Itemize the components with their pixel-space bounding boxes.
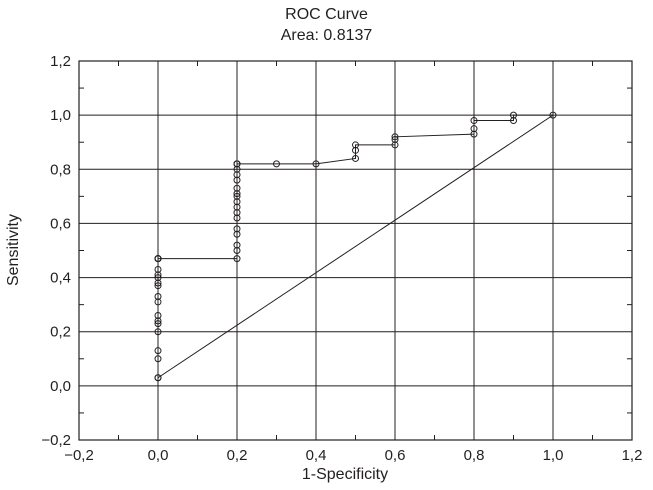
roc-data-point — [233, 247, 241, 254]
roc-data-point — [233, 203, 241, 211]
roc-data-point — [154, 279, 162, 287]
y-tick-label: 0,8 — [50, 161, 71, 178]
roc-data-point — [154, 347, 162, 355]
roc-data-point — [233, 230, 241, 238]
roc-data-point — [233, 255, 241, 263]
y-tick-label: 1,0 — [50, 107, 71, 124]
plot-frame — [78, 60, 633, 441]
chart-title: ROC Curve — [285, 6, 368, 23]
chart-subtitle: Area: 0.8137 — [280, 27, 373, 44]
x-tick-label: 0,8 — [464, 447, 485, 464]
roc-data-point — [233, 192, 241, 200]
roc-data-point — [312, 160, 320, 168]
x-tick-label: 0,4 — [306, 447, 327, 464]
roc-data-point — [154, 311, 162, 319]
roc-data-point — [510, 117, 517, 125]
roc-data-point — [391, 141, 399, 149]
roc-data-point — [154, 298, 162, 306]
roc-data-point — [154, 328, 162, 336]
roc-data-point — [233, 176, 241, 184]
roc-data-point — [154, 274, 162, 282]
roc-data-point — [470, 130, 478, 138]
roc-data-point — [154, 271, 162, 279]
roc-data-point — [233, 198, 241, 206]
roc-data-point — [154, 320, 162, 328]
y-tick-label: −0,2 — [41, 432, 71, 449]
roc-data-point — [510, 111, 517, 119]
x-tick-label: 1,0 — [543, 447, 564, 464]
roc-data-point — [391, 133, 399, 141]
y-tick-label: 0,2 — [50, 324, 71, 341]
roc-data-point — [352, 146, 359, 154]
x-tick-label: 1,2 — [622, 447, 643, 464]
x-tick-label: −0,2 — [64, 447, 94, 464]
roc-data-point — [154, 374, 162, 382]
roc-data-point — [233, 184, 241, 192]
diagonal-line — [157, 114, 554, 379]
roc-data-point — [154, 265, 162, 273]
roc-data-point — [233, 225, 241, 233]
roc-data-point — [154, 317, 162, 325]
roc-data-point — [154, 255, 162, 263]
roc-data-point — [233, 171, 241, 179]
roc-data-point — [154, 293, 162, 301]
roc-curve-line — [157, 114, 553, 378]
y-tick-label: 1,2 — [50, 53, 71, 70]
x-tick-label: 0,2 — [227, 447, 248, 464]
roc-data-point — [233, 241, 241, 249]
roc-data-point — [233, 190, 241, 198]
roc-data-point — [352, 154, 359, 162]
roc-data-point — [154, 282, 162, 290]
roc-data-point — [470, 117, 478, 125]
roc-data-point — [549, 111, 557, 119]
roc-data-point — [391, 136, 399, 144]
y-tick-label: 0,4 — [50, 270, 71, 287]
x-tick-label: 0,0 — [148, 447, 169, 464]
roc-data-point — [470, 125, 478, 133]
x-tick-label: 0,6 — [385, 447, 406, 464]
roc-data-point — [233, 209, 241, 217]
roc-data-point — [273, 160, 280, 168]
roc-data-point — [233, 214, 241, 222]
roc-data-point — [352, 141, 359, 149]
roc-data-point — [233, 160, 241, 168]
roc-data-point — [154, 355, 162, 363]
roc-data-point — [233, 165, 241, 173]
x-axis-label: 1-Specificity — [301, 466, 389, 483]
y-tick-label: 0,6 — [50, 215, 71, 232]
y-axis-label: Sensitivity — [5, 213, 22, 287]
y-tick-label: 0,0 — [50, 378, 71, 395]
